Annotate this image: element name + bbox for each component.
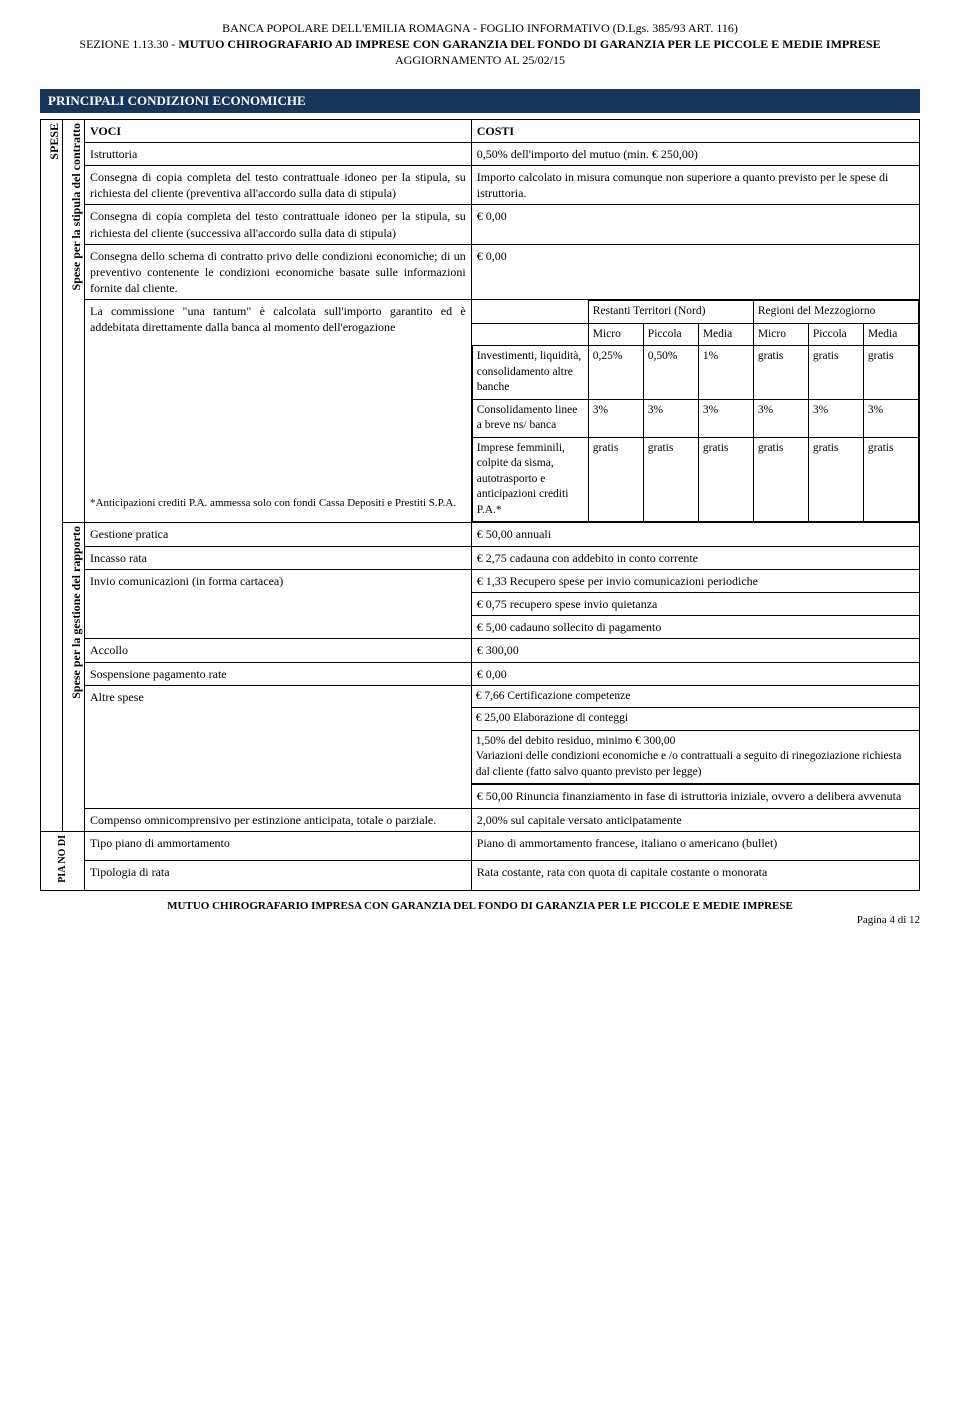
row-consegna3-c: € 0,00 xyxy=(471,244,919,300)
footer-title: MUTUO CHIROGRAFARIO IMPRESA CON GARANZIA… xyxy=(40,899,920,913)
row-sospensione-c: € 0,00 xyxy=(471,662,919,685)
row-consegna3-v: Consegna dello schema di contratto privo… xyxy=(85,244,472,300)
main-table: SPESE Spese per la stipula del contratto… xyxy=(40,119,920,891)
row-invio-c2: € 0,75 recupero spese invio quietanza xyxy=(471,593,919,616)
header-line-2: SEZIONE 1.13.30 - MUTUO CHIROGRAFARIO AD… xyxy=(40,36,920,52)
row-incasso-v: Incasso rata xyxy=(85,546,472,569)
doc-header: BANCA POPOLARE DELL'EMILIA ROMAGNA - FOG… xyxy=(40,20,920,69)
row-accollo-c: € 300,00 xyxy=(471,639,919,662)
row-tipopiano-v: Tipo piano di ammortamento xyxy=(85,831,472,860)
row-invio-v: Invio comunicazioni (in forma cartacea) xyxy=(85,569,472,639)
row-consegna1-v: Consegna di copia completa del testo con… xyxy=(85,165,472,204)
row-compenso-v: Compenso omnicomprensivo per estinzione … xyxy=(85,808,472,831)
row-gestione-c: € 50,00 annuali xyxy=(471,523,919,546)
row-altre-v: Altre spese xyxy=(85,685,472,808)
footer: MUTUO CHIROGRAFARIO IMPRESA CON GARANZIA… xyxy=(40,899,920,928)
row-invio-c3: € 5,00 cadauno sollecito di pagamento xyxy=(471,616,919,639)
header-line-3: AGGIORNAMENTO AL 25/02/15 xyxy=(40,52,920,68)
row-istruttoria-c: 0,50% dell'importo del mutuo (min. € 250… xyxy=(471,142,919,165)
row-tipologia-v: Tipologia di rata xyxy=(85,861,472,891)
costi-header: COSTI xyxy=(471,119,919,142)
row-altre-c: € 7,66 Certificazione competenze € 25,00… xyxy=(471,685,919,785)
col-piano: PIA NO DI xyxy=(41,831,85,890)
col-spese: SPESE xyxy=(41,119,63,831)
footer-page: Pagina 4 di 12 xyxy=(40,913,920,927)
row-consegna1-c: Importo calcolato in misura comunque non… xyxy=(471,165,919,204)
row-accollo-v: Accollo xyxy=(85,639,472,662)
row-gestione-v: Gestione pratica xyxy=(85,523,472,546)
row-incasso-c: € 2,75 cadauna con addebito in conto cor… xyxy=(471,546,919,569)
row-compenso-c: 2,00% sul capitale versato anticipatamen… xyxy=(471,808,919,831)
voci-header: VOCI xyxy=(85,119,472,142)
row-commissione-v: La commissione "una tantum" è calcolata … xyxy=(85,300,472,523)
col-stipula: Spese per la stipula del contratto xyxy=(63,119,85,523)
row-tipopiano-c: Piano di ammortamento francese, italiano… xyxy=(471,831,919,860)
row-commissione-c: Restanti Territori (Nord) Regioni del Me… xyxy=(471,300,919,523)
row-consegna2-c: € 0,00 xyxy=(471,205,919,244)
row-tipologia-c: Rata costante, rata con quota di capital… xyxy=(471,861,919,891)
header-line-1: BANCA POPOLARE DELL'EMILIA ROMAGNA - FOG… xyxy=(40,20,920,36)
row-invio-c1: € 1,33 Recupero spese per invio comunica… xyxy=(471,569,919,592)
col-gestione: Spese per la gestione del rapporto xyxy=(63,523,85,831)
row-istruttoria-v: Istruttoria xyxy=(85,142,472,165)
section-title: PRINCIPALI CONDIZIONI ECONOMICHE xyxy=(40,89,920,113)
commission-table: Restanti Territori (Nord) Regioni del Me… xyxy=(472,300,919,522)
row-consegna2-v: Consegna di copia completa del testo con… xyxy=(85,205,472,244)
row-sospensione-v: Sospensione pagamento rate xyxy=(85,662,472,685)
row-altre-c4: € 50,00 Rinuncia finanziamento in fase d… xyxy=(471,785,919,808)
